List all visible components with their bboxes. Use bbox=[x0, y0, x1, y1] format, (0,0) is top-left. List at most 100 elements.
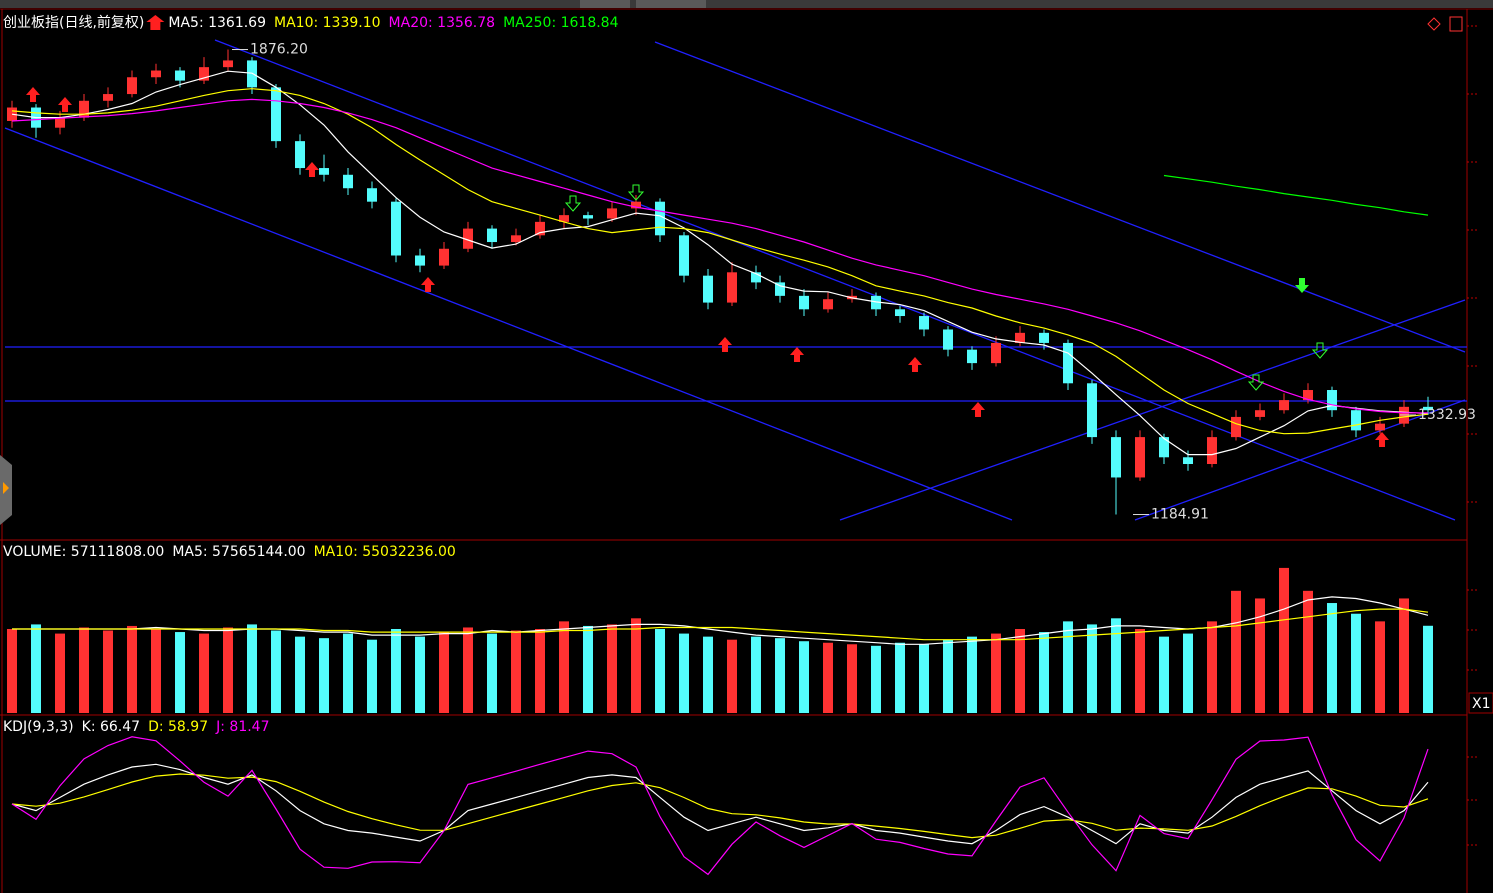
buy-signal bbox=[1375, 432, 1389, 447]
volume-bar bbox=[175, 632, 185, 713]
candle-body bbox=[991, 342, 1001, 364]
candle-body bbox=[1183, 457, 1193, 465]
candle-body bbox=[1231, 416, 1241, 438]
candle-body bbox=[1135, 437, 1145, 478]
sell-signal bbox=[627, 184, 645, 201]
candle-body bbox=[1039, 332, 1049, 343]
volume-bar bbox=[631, 618, 641, 713]
trend-lines bbox=[4, 39, 1467, 521]
trend-line bbox=[214, 39, 1456, 521]
volume-bar bbox=[703, 636, 713, 713]
tab[interactable] bbox=[636, 0, 706, 8]
candle-body bbox=[631, 201, 641, 209]
volume-bar bbox=[1111, 618, 1121, 713]
volume-bar bbox=[1135, 629, 1145, 713]
legend-item: MA5: 57565144.00 bbox=[172, 544, 305, 560]
buy-signal bbox=[26, 87, 40, 102]
candle-body bbox=[127, 77, 137, 95]
volume-bar bbox=[583, 625, 593, 713]
volume-bar bbox=[1375, 621, 1385, 713]
buy-signal bbox=[790, 347, 804, 362]
candle-body bbox=[151, 70, 161, 78]
buy-signal bbox=[908, 357, 922, 372]
candle-body bbox=[751, 272, 761, 283]
trend-line bbox=[1134, 399, 1466, 521]
candle-body bbox=[775, 282, 785, 296]
candle-body bbox=[79, 100, 89, 118]
volume-bar bbox=[799, 641, 809, 713]
candle-body bbox=[319, 168, 329, 175]
price-label: 1876.20 bbox=[250, 42, 308, 58]
candle-body bbox=[223, 60, 233, 68]
sell-signal bbox=[1295, 278, 1309, 293]
price-label: 1332.93 bbox=[1418, 407, 1476, 423]
volume-bar bbox=[463, 627, 473, 713]
tab[interactable] bbox=[580, 0, 630, 8]
legend-item: MA250: 1618.84 bbox=[503, 15, 619, 31]
candle-body bbox=[1255, 410, 1265, 417]
buy-signal bbox=[718, 337, 732, 352]
volume-bar bbox=[367, 639, 377, 713]
volume-bar bbox=[439, 632, 449, 713]
candle-body bbox=[871, 295, 881, 310]
volume-bar bbox=[1351, 613, 1361, 713]
candle-body bbox=[511, 235, 521, 243]
volume-bar bbox=[1039, 632, 1049, 713]
volume-bar bbox=[751, 636, 761, 713]
volume-bar bbox=[559, 621, 569, 713]
candle-body bbox=[463, 228, 473, 249]
candle-body bbox=[1279, 400, 1289, 411]
candle-body bbox=[439, 248, 449, 266]
kdj-line bbox=[11, 736, 1429, 876]
legend-item: MA5: 1361.69 bbox=[168, 15, 266, 31]
volume-bar bbox=[1087, 624, 1097, 713]
trend-line bbox=[4, 127, 1013, 521]
volume-bar bbox=[79, 627, 89, 713]
volume-bar bbox=[1423, 625, 1433, 713]
candle-body bbox=[1063, 342, 1073, 384]
candle-body bbox=[1159, 437, 1169, 458]
candle-body bbox=[823, 299, 833, 310]
volume-bar bbox=[727, 639, 737, 713]
candle-body bbox=[1351, 410, 1361, 431]
legend-item: KDJ(9,3,3) bbox=[3, 719, 74, 735]
ma-line bbox=[11, 70, 1429, 456]
candle-body bbox=[1375, 423, 1385, 431]
volume-bar bbox=[199, 633, 209, 713]
window-button[interactable] bbox=[1449, 16, 1463, 32]
ma-line bbox=[11, 98, 1428, 414]
volume-bar bbox=[847, 644, 857, 713]
sell-signal bbox=[564, 195, 582, 212]
candle-body bbox=[1207, 437, 1217, 465]
volume-bar bbox=[1303, 590, 1313, 713]
volume-bar bbox=[151, 629, 161, 713]
volume-bar bbox=[1255, 598, 1265, 713]
candle-body bbox=[727, 272, 737, 303]
legend-item: D: 58.97 bbox=[148, 719, 208, 735]
trend-arrow bbox=[146, 15, 165, 30]
legend-item: J: 81.47 bbox=[215, 719, 269, 735]
plot-layer: 创业板指(日线,前复权) MA5: 1361.69 MA10: 1339.10 MA2… bbox=[3, 14, 1478, 876]
volume-bar bbox=[1327, 603, 1337, 713]
price-label: 1184.91 bbox=[1151, 507, 1209, 523]
volume-bar bbox=[391, 629, 401, 713]
volume-bar bbox=[775, 638, 785, 713]
volume-bar bbox=[415, 636, 425, 713]
volume-bar bbox=[679, 633, 689, 713]
candle-body bbox=[295, 141, 305, 169]
candle-body bbox=[943, 329, 953, 350]
candle-body bbox=[1015, 332, 1025, 343]
volume-bar bbox=[943, 639, 953, 713]
candle-body bbox=[559, 215, 569, 222]
candle-body bbox=[175, 70, 185, 81]
volume-ma-line bbox=[12, 608, 1429, 641]
window-button[interactable] bbox=[1427, 17, 1441, 31]
candle-body bbox=[199, 67, 209, 81]
candle-body bbox=[583, 215, 593, 219]
volume-bar bbox=[1183, 633, 1193, 713]
legend-item: MA20: 1356.78 bbox=[389, 15, 496, 31]
trend-line bbox=[839, 299, 1466, 521]
candle-body bbox=[1087, 383, 1097, 438]
kdj-line bbox=[11, 773, 1429, 839]
volume-bar bbox=[1399, 598, 1409, 713]
